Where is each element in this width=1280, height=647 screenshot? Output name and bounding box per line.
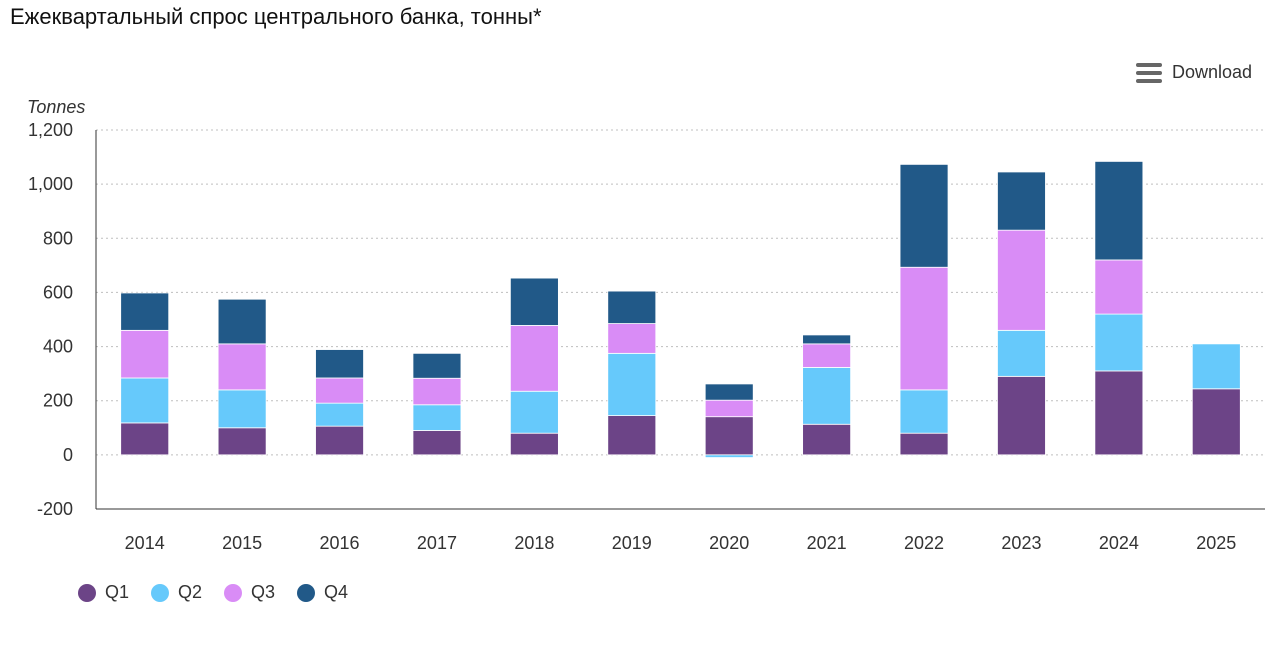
bar-q1-2015[interactable] [217,427,267,456]
gridlines [96,129,1265,456]
bar-q1-2024[interactable] [1094,370,1144,456]
bar-q2-2024[interactable] [1094,313,1144,372]
y-tick-label: 200 [43,391,73,411]
legend-item-q2[interactable]: Q2 [151,582,202,603]
bar-q4-2022[interactable] [899,163,949,268]
bar-q2-2014[interactable] [120,377,170,424]
bar-q2-2020[interactable] [704,454,754,458]
bar-q1-2016[interactable] [315,425,364,456]
bar-q2-2017[interactable] [412,404,462,431]
x-tick-label: 2023 [1001,533,1041,553]
bar-q1-2019[interactable] [607,415,657,456]
bar-q1-2021[interactable] [802,423,852,456]
legend-dot-icon [78,583,96,602]
x-tick-label: 2021 [807,533,847,553]
y-tick-label: 1,000 [28,174,73,194]
bar-q2-2019[interactable] [607,352,657,417]
legend-dot-icon [151,583,170,602]
bar-q2-2016[interactable] [315,402,364,427]
bar-q1-2014[interactable] [120,422,170,456]
x-tick-label: 2025 [1196,533,1236,553]
bar-q3-2018[interactable] [509,325,559,392]
bar-q4-2014[interactable] [120,292,170,331]
x-tick-label: 2024 [1099,533,1139,553]
y-tick-label: 1,200 [28,120,73,140]
y-tick-label: 600 [43,282,73,302]
y-axis-ticks: -200 0 200 400 600 800 1,000 1,200 [28,120,73,519]
legend: Q1 Q2 Q3 Q4 [78,582,348,603]
chart-title: Ежеквартальный спрос центрального банка,… [10,4,542,29]
legend-dot-icon [297,583,316,602]
y-tick-label: -200 [37,499,73,519]
bar-q3-2021[interactable] [802,343,852,368]
bar-q1-2023[interactable] [997,375,1046,456]
bar-q4-2018[interactable] [509,277,559,326]
bar-q3-2015[interactable] [217,343,267,391]
bar-q4-2016[interactable] [315,349,364,379]
bar-q2-2015[interactable] [217,389,267,429]
bar-q4-2017[interactable] [412,352,462,379]
bar-q1-2018[interactable] [509,432,559,456]
bar-q2-2023[interactable] [997,329,1046,377]
x-tick-label: 2018 [514,533,554,553]
bar-q1-2022[interactable] [899,432,949,456]
x-tick-label: 2017 [417,533,457,553]
y-axis-label: Tonnes [27,97,85,117]
legend-label: Q3 [251,582,276,602]
x-tick-label: 2016 [320,533,360,553]
x-tick-label: 2015 [222,533,262,553]
x-tick-label: 2020 [709,533,749,553]
x-axis-ticks: 2014 2015 2016 2017 2018 2019 2020 2021 2022 2023… [125,533,1237,553]
bar-q3-2019[interactable] [607,323,657,354]
download-button[interactable]: Download [1136,62,1252,83]
legend-item-q3[interactable]: Q3 [224,582,275,603]
bar-q1-2025[interactable] [1191,388,1241,456]
legend-dot-icon [224,583,243,602]
legend-label: Q1 [105,582,130,602]
bar-q3-2022[interactable] [899,266,949,391]
bar-q3-2014[interactable] [120,329,170,379]
bar-q2-2022[interactable] [899,389,949,434]
y-tick-label: 800 [43,228,73,248]
legend-label: Q2 [178,582,203,602]
x-tick-label: 2019 [612,533,652,553]
bar-q4-2020[interactable] [704,383,754,401]
bar-q3-2023[interactable] [997,229,1046,331]
bar-q4-2021[interactable] [802,334,852,345]
y-tick-label: 400 [43,337,73,357]
download-label: Download [1172,62,1253,82]
bar-q4-2015[interactable] [217,298,267,345]
bar-q3-2020[interactable] [704,399,754,418]
y-tick-label: 0 [63,445,73,465]
bar-q4-2024[interactable] [1094,161,1144,261]
x-tick-label: 2022 [904,533,944,553]
bar-q3-2024[interactable] [1094,259,1144,315]
legend-label: Q4 [324,582,349,602]
bars [120,161,1241,458]
legend-item-q1[interactable]: Q1 [78,582,129,603]
bar-q1-2017[interactable] [412,430,462,456]
bar-q2-2021[interactable] [802,367,852,425]
bar-q4-2023[interactable] [997,171,1046,231]
legend-item-q4[interactable]: Q4 [297,582,348,603]
x-tick-label: 2014 [125,533,165,553]
bar-q2-2018[interactable] [509,390,559,434]
bar-q3-2017[interactable] [412,377,462,406]
hamburger-menu-icon[interactable] [1136,62,1162,83]
bar-q2-2025[interactable] [1191,343,1241,390]
bar-q3-2016[interactable] [315,377,364,404]
bar-q1-2020[interactable] [704,416,754,456]
bar-q4-2019[interactable] [607,290,657,324]
